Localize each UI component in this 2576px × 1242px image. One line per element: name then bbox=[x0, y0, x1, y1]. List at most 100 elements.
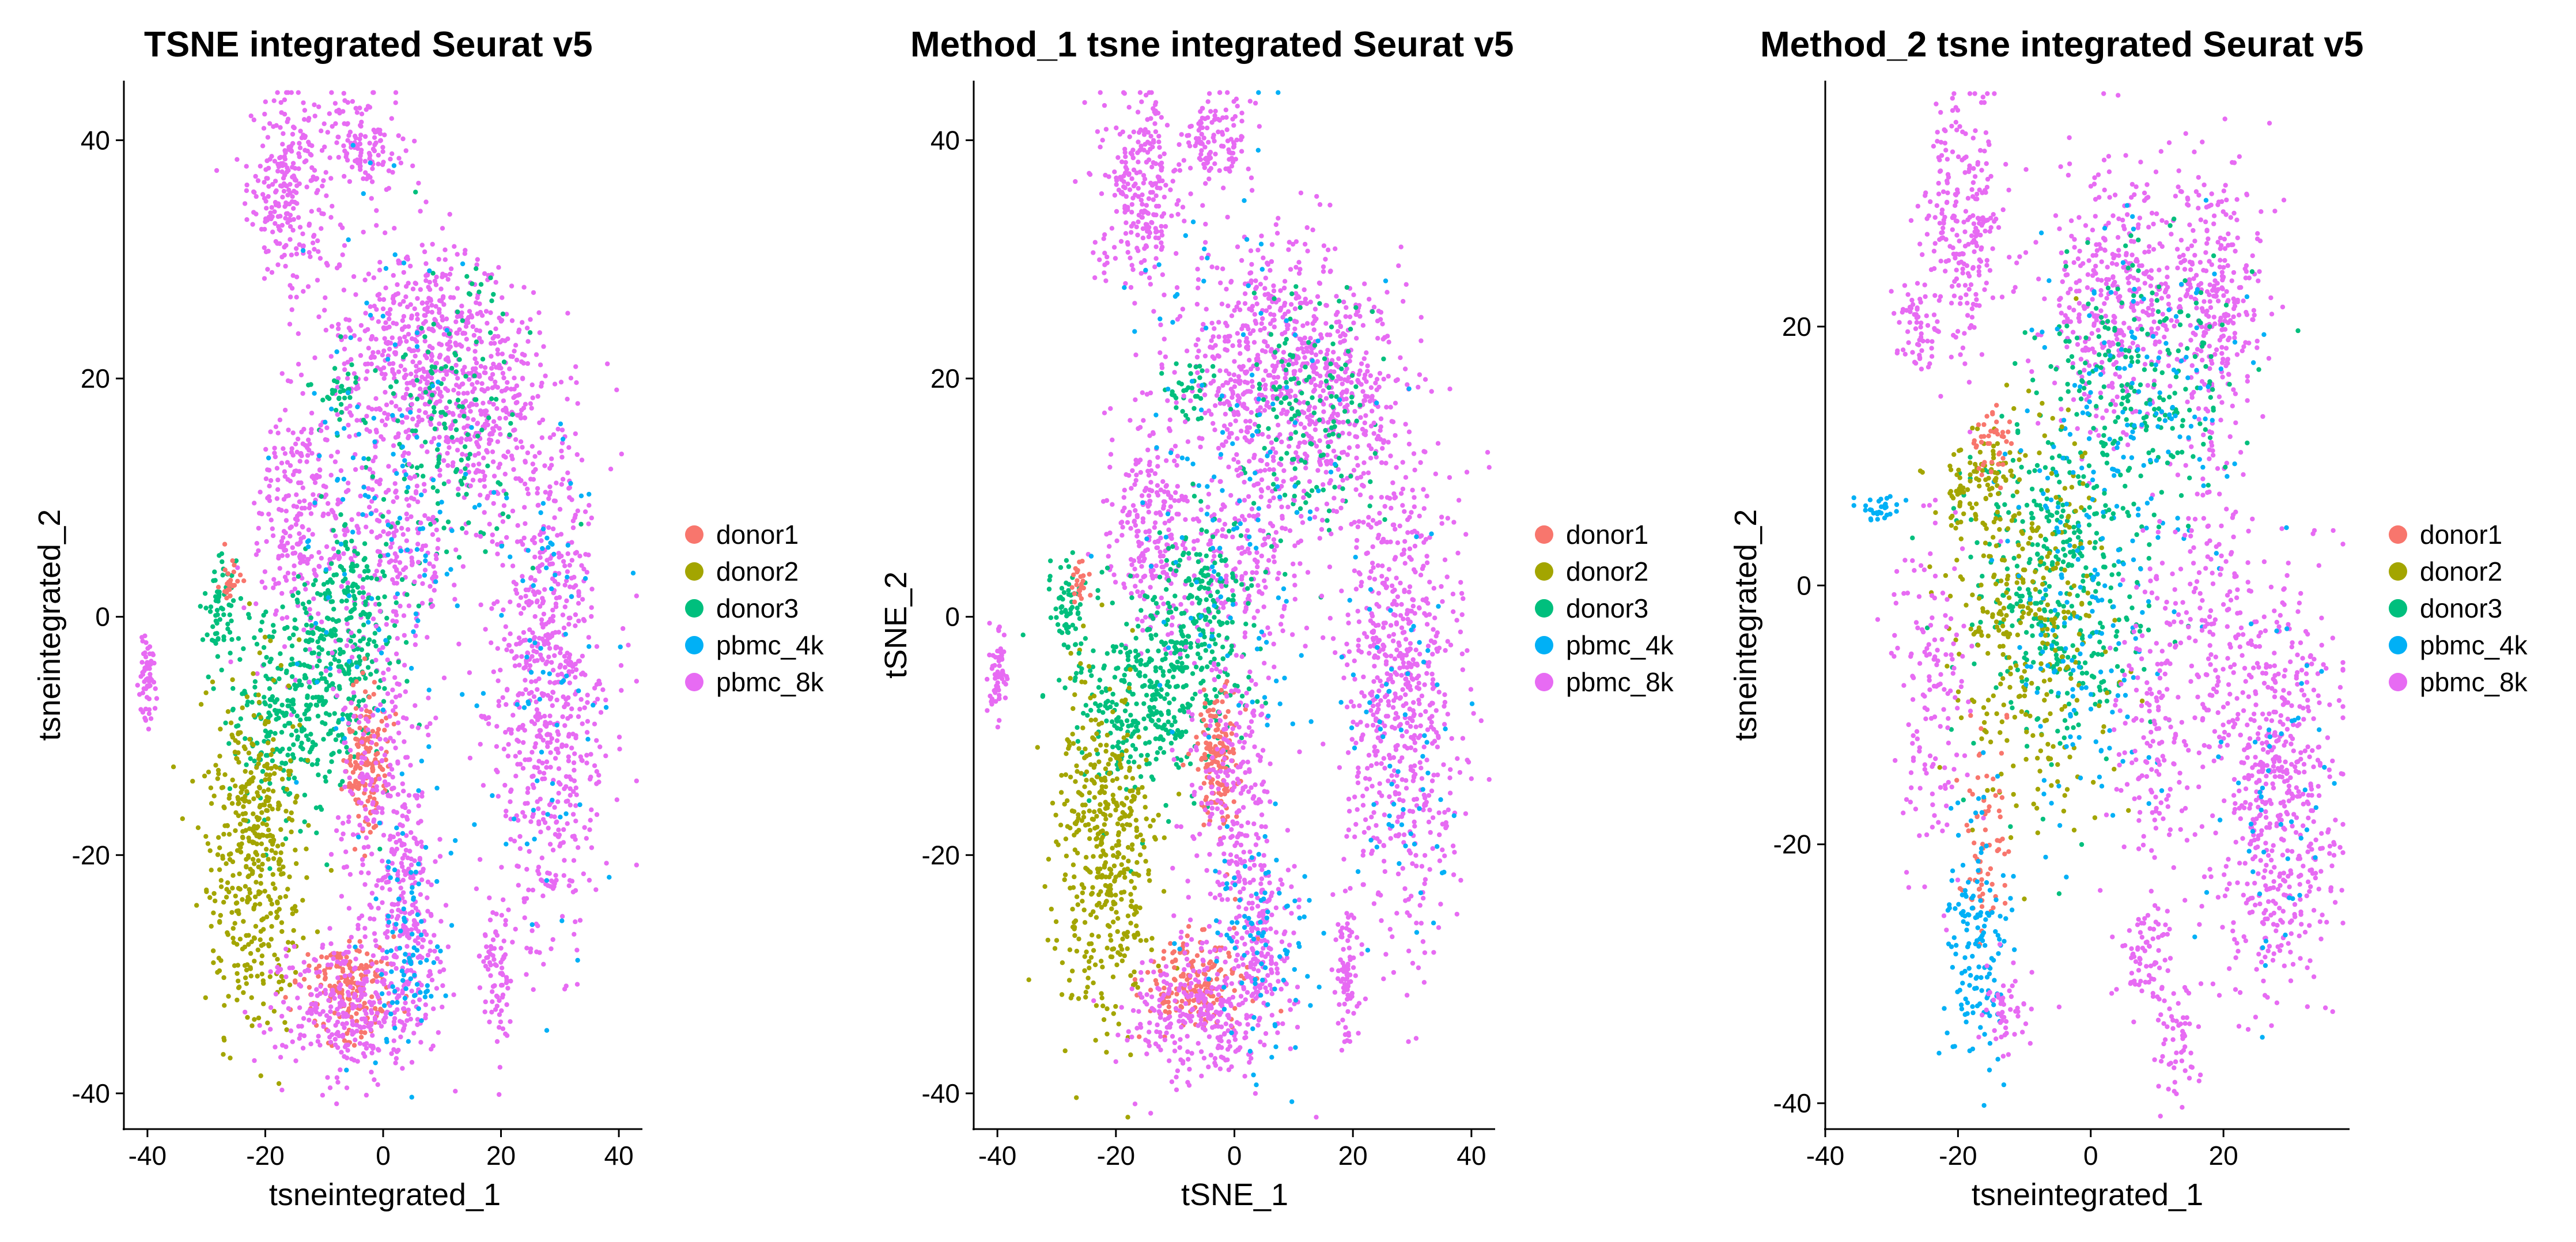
point-pbmc_8k bbox=[619, 451, 625, 457]
point-donor3 bbox=[364, 465, 369, 470]
point-donor1 bbox=[228, 593, 233, 599]
point-pbmc_8k bbox=[406, 324, 411, 329]
point-pbmc_8k bbox=[488, 438, 494, 443]
point-pbmc_8k bbox=[141, 686, 146, 691]
point-donor3 bbox=[260, 768, 266, 774]
point-pbmc_8k bbox=[491, 474, 497, 479]
point-pbmc_8k bbox=[404, 755, 410, 760]
point-pbmc_8k bbox=[413, 489, 419, 494]
point-pbmc_8k bbox=[275, 168, 281, 174]
point-donor3 bbox=[428, 369, 434, 374]
point-pbmc_8k bbox=[528, 401, 533, 406]
point-pbmc_8k bbox=[584, 752, 589, 758]
point-pbmc_8k bbox=[248, 113, 254, 119]
point-pbmc_8k bbox=[556, 790, 561, 796]
point-pbmc_8k bbox=[538, 362, 543, 368]
point-pbmc_8k bbox=[521, 535, 527, 541]
point-pbmc_8k bbox=[403, 294, 408, 300]
point-pbmc_8k bbox=[487, 917, 493, 923]
point-pbmc_8k bbox=[359, 755, 365, 760]
point-donor3 bbox=[376, 601, 382, 607]
point-pbmc_8k bbox=[282, 244, 287, 250]
point-pbmc_8k bbox=[419, 444, 425, 449]
point-donor3 bbox=[460, 404, 465, 410]
point-pbmc_8k bbox=[420, 869, 425, 874]
point-pbmc_8k bbox=[372, 573, 377, 578]
point-donor2 bbox=[248, 951, 254, 956]
point-pbmc_8k bbox=[493, 962, 498, 967]
point-pbmc_8k bbox=[335, 385, 340, 390]
point-pbmc_8k bbox=[511, 395, 516, 400]
point-pbmc_8k bbox=[359, 1016, 365, 1022]
point-pbmc_8k bbox=[483, 309, 489, 314]
point-pbmc_8k bbox=[478, 534, 483, 539]
point-pbmc_8k bbox=[512, 387, 517, 392]
point-pbmc_4k bbox=[538, 646, 543, 651]
point-donor2 bbox=[243, 884, 248, 889]
point-pbmc_8k bbox=[389, 699, 395, 705]
point-pbmc_8k bbox=[474, 440, 479, 445]
point-pbmc_4k bbox=[408, 870, 414, 875]
point-pbmc_8k bbox=[437, 473, 442, 478]
point-pbmc_8k bbox=[562, 582, 568, 588]
point-pbmc_4k bbox=[587, 644, 592, 649]
point-pbmc_8k bbox=[418, 1040, 423, 1045]
point-pbmc_8k bbox=[456, 391, 461, 396]
point-pbmc_8k bbox=[581, 566, 587, 571]
point-pbmc_8k bbox=[343, 849, 349, 854]
point-pbmc_4k bbox=[618, 644, 623, 650]
point-donor3 bbox=[338, 564, 343, 569]
point-pbmc_8k bbox=[354, 1023, 360, 1028]
point-pbmc_8k bbox=[515, 523, 520, 528]
point-donor2 bbox=[257, 902, 263, 907]
point-pbmc_8k bbox=[296, 1024, 301, 1029]
point-pbmc_8k bbox=[290, 165, 295, 170]
point-pbmc_8k bbox=[374, 307, 379, 312]
point-pbmc_8k bbox=[547, 435, 553, 440]
point-pbmc_8k bbox=[391, 609, 396, 614]
point-pbmc_8k bbox=[408, 476, 414, 481]
point-pbmc_8k bbox=[432, 436, 437, 441]
point-pbmc_4k bbox=[408, 976, 413, 982]
point-donor1 bbox=[369, 979, 375, 984]
point-pbmc_8k bbox=[490, 532, 495, 537]
point-pbmc_8k bbox=[386, 464, 391, 469]
point-pbmc_8k bbox=[498, 983, 504, 988]
point-donor2 bbox=[257, 650, 262, 656]
point-pbmc_8k bbox=[287, 201, 292, 207]
point-pbmc_8k bbox=[335, 1006, 340, 1012]
point-pbmc_8k bbox=[370, 470, 376, 476]
point-pbmc_8k bbox=[537, 604, 543, 609]
point-pbmc_8k bbox=[419, 794, 425, 799]
point-pbmc_4k bbox=[524, 841, 530, 847]
point-pbmc_8k bbox=[373, 396, 379, 401]
point-pbmc_4k bbox=[390, 984, 395, 989]
point-pbmc_4k bbox=[526, 701, 531, 706]
point-pbmc_8k bbox=[495, 678, 501, 684]
point-donor3 bbox=[435, 489, 440, 494]
point-donor2 bbox=[227, 793, 232, 798]
point-pbmc_8k bbox=[516, 603, 521, 608]
point-donor2 bbox=[218, 912, 223, 918]
point-pbmc_8k bbox=[425, 309, 430, 315]
point-pbmc_8k bbox=[514, 445, 520, 450]
point-pbmc_8k bbox=[381, 160, 386, 165]
point-donor3 bbox=[372, 631, 377, 636]
point-donor3 bbox=[202, 591, 208, 596]
point-pbmc_8k bbox=[145, 646, 150, 651]
point-pbmc_8k bbox=[244, 217, 249, 222]
point-pbmc_8k bbox=[383, 1010, 388, 1016]
point-donor2 bbox=[278, 895, 283, 900]
point-pbmc_8k bbox=[381, 529, 386, 534]
point-pbmc_8k bbox=[536, 821, 542, 827]
point-pbmc_8k bbox=[363, 703, 368, 709]
point-pbmc_8k bbox=[440, 271, 445, 277]
point-pbmc_8k bbox=[261, 126, 267, 131]
point-pbmc_8k bbox=[441, 458, 447, 463]
point-pbmc_8k bbox=[550, 886, 556, 891]
point-pbmc_8k bbox=[320, 513, 326, 518]
point-pbmc_4k bbox=[413, 993, 418, 998]
point-pbmc_8k bbox=[307, 250, 312, 255]
point-pbmc_8k bbox=[495, 794, 501, 799]
point-pbmc_8k bbox=[509, 283, 515, 289]
